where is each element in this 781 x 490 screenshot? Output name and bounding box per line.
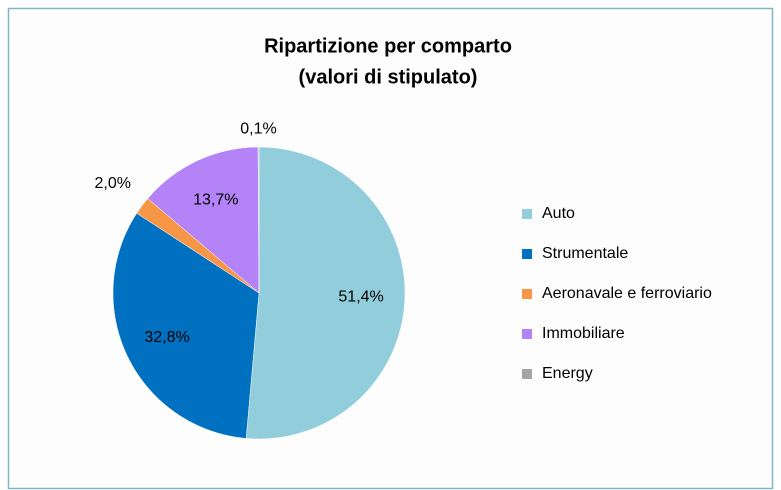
pie-slice (147, 146, 260, 294)
pie-slice (112, 212, 260, 439)
legend-label: Auto (542, 205, 575, 222)
legend-label: Immobiliare (542, 325, 625, 342)
legend-swatch (522, 289, 532, 299)
data-label: 32,8% (144, 329, 189, 346)
legend-swatch (522, 329, 532, 339)
legend-swatch (522, 209, 532, 219)
data-label: 0,1% (240, 121, 276, 138)
chart-title: Ripartizione per comparto (264, 35, 512, 57)
data-label: 2,0% (94, 175, 130, 192)
legend-label: Energy (542, 365, 593, 382)
legend-label: Aeronavale e ferroviario (542, 285, 712, 302)
legend-label: Strumentale (542, 245, 628, 262)
chart-subtitle: (valori di stipulato) (299, 66, 478, 88)
data-label: 51,4% (338, 289, 383, 306)
legend-swatch (522, 249, 532, 259)
data-label: 13,7% (193, 192, 238, 209)
pie-slice (257, 146, 260, 294)
pie-slice (245, 146, 406, 440)
legend-swatch (522, 369, 532, 379)
